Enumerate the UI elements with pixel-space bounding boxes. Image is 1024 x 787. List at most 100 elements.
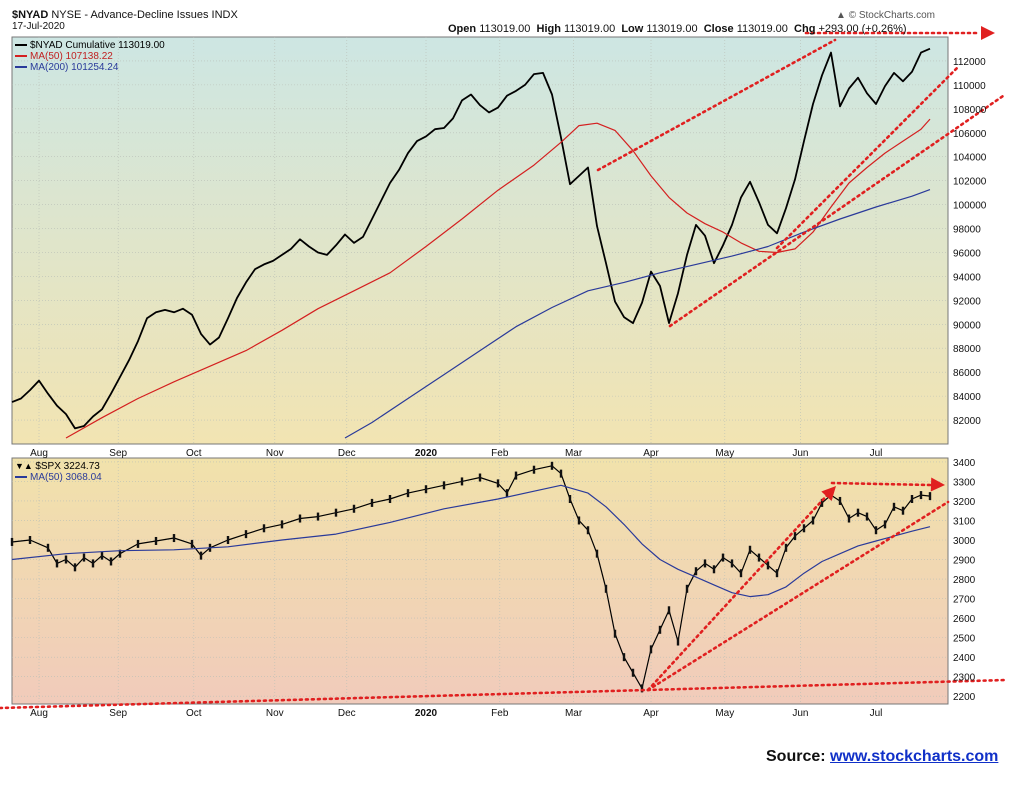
y-tick-label: 2200	[953, 692, 976, 703]
y-tick-label: 3200	[953, 497, 976, 508]
x-tick-label: May	[715, 448, 734, 459]
y-tick-label: 96000	[953, 248, 981, 259]
x-tick-label: Aug	[30, 448, 48, 459]
candle-mark	[640, 684, 644, 693]
chg-value: +293.00 (+0.26%)	[818, 23, 907, 35]
low-label: Low	[621, 23, 644, 35]
y-tick-label: 104000	[953, 153, 987, 164]
x-tick-label: Mar	[565, 448, 583, 459]
series-line	[11, 484, 931, 598]
legend-spx-icon: ▼▲	[15, 461, 36, 471]
description: NYSE - Advance-Decline Issues INDX	[51, 9, 238, 21]
candle-mark	[748, 545, 752, 554]
candle-mark	[721, 553, 725, 562]
x-tick-label: Dec	[338, 448, 356, 459]
candle-mark	[505, 489, 509, 498]
candle-mark	[496, 479, 500, 488]
x-tick-label: Jun	[792, 708, 808, 719]
candle-mark	[568, 495, 572, 503]
series-line	[65, 118, 931, 439]
candle-mark	[352, 504, 356, 513]
candle-mark	[820, 498, 824, 507]
symbol: $NYAD	[12, 9, 49, 21]
candle-mark	[226, 536, 230, 544]
legend-spx: ▼▲ $SPX 3224.73	[15, 461, 102, 472]
y-tick-label: 2300	[953, 673, 976, 684]
close-label: Close	[703, 23, 734, 35]
x-tick-label: 2020	[415, 448, 438, 459]
candle-mark	[793, 532, 797, 541]
candle-mark	[613, 629, 617, 638]
candle-mark	[631, 668, 635, 677]
candle-mark	[406, 489, 410, 498]
y-tick-label: 108000	[953, 105, 987, 116]
candle-mark	[298, 514, 302, 523]
legend-ma50-label: MA(50) 107138.22	[30, 51, 113, 62]
y-tick-label: 2800	[953, 575, 976, 586]
legend-swatch-ma50	[15, 55, 27, 58]
candle-mark	[856, 508, 860, 517]
primary-legend: $NYAD Cumulative 113019.00 MA(50) 107138…	[15, 40, 165, 73]
x-tick-label: Feb	[491, 708, 509, 719]
y-tick-label: 3300	[953, 477, 976, 488]
candle-mark	[865, 512, 869, 521]
trend-line	[0, 678, 1008, 710]
legend-nyad: $NYAD Cumulative 113019.00	[15, 40, 165, 51]
y-tick-label: 90000	[953, 320, 981, 331]
candle-mark	[739, 569, 743, 578]
candle-mark	[46, 543, 50, 552]
y-tick-label: 98000	[953, 225, 981, 236]
y-tick-label: 2600	[953, 614, 976, 625]
x-tick-label: Oct	[186, 448, 202, 459]
y-tick-label: 102000	[953, 177, 987, 188]
header-date: 17-Jul-2020	[12, 21, 65, 32]
trend-arrowhead	[821, 486, 836, 502]
x-tick-label: Jul	[870, 448, 883, 459]
candle-mark	[514, 471, 518, 480]
candle-mark	[199, 551, 203, 560]
primary-panel-bg	[11, 36, 949, 445]
candle-mark	[478, 473, 482, 482]
candle-mark	[595, 549, 599, 558]
x-tick-label: Sep	[109, 708, 127, 719]
chg-label: Chg	[794, 23, 816, 35]
legend-swatch-nyad	[15, 44, 27, 47]
candle-mark	[802, 524, 806, 533]
trend-arrowhead	[981, 26, 995, 40]
candle-mark	[28, 536, 32, 544]
x-tick-label: Feb	[491, 448, 509, 459]
arrowhead-shape	[981, 26, 995, 40]
trend-line	[830, 481, 932, 487]
candle-mark	[109, 557, 113, 566]
y-tick-label: 88000	[953, 344, 981, 355]
candle-mark	[892, 502, 896, 511]
trend-line	[668, 94, 1005, 328]
candle-mark	[676, 637, 680, 646]
candle-mark	[928, 492, 932, 501]
candle-mark	[883, 520, 887, 529]
candle-mark	[82, 553, 86, 562]
candle-mark	[901, 506, 905, 515]
candle-mark	[559, 469, 563, 478]
candle-mark	[244, 530, 248, 539]
legend-nyad-label: $NYAD Cumulative 113019.00	[30, 40, 165, 51]
candle-mark	[730, 559, 734, 568]
candle-mark	[577, 516, 581, 525]
series-line	[11, 47, 931, 430]
candle-mark	[118, 549, 122, 558]
y-tick-label: 86000	[953, 368, 981, 379]
candle-mark	[694, 567, 698, 576]
candle-mark	[757, 553, 761, 562]
open-label: Open	[448, 23, 477, 35]
brand-arrow-icon: ▲	[836, 10, 846, 21]
candle-mark	[91, 559, 95, 568]
candle-mark	[604, 584, 608, 593]
x-tick-label: Oct	[186, 708, 202, 719]
candle-mark	[919, 491, 923, 500]
candle-mark	[775, 569, 779, 578]
y-tick-label: 2400	[953, 653, 976, 664]
source-link[interactable]: www.stockcharts.com	[830, 748, 999, 765]
y-tick-label: 92000	[953, 296, 981, 307]
candle-mark	[172, 534, 176, 543]
candle-mark	[622, 653, 626, 662]
